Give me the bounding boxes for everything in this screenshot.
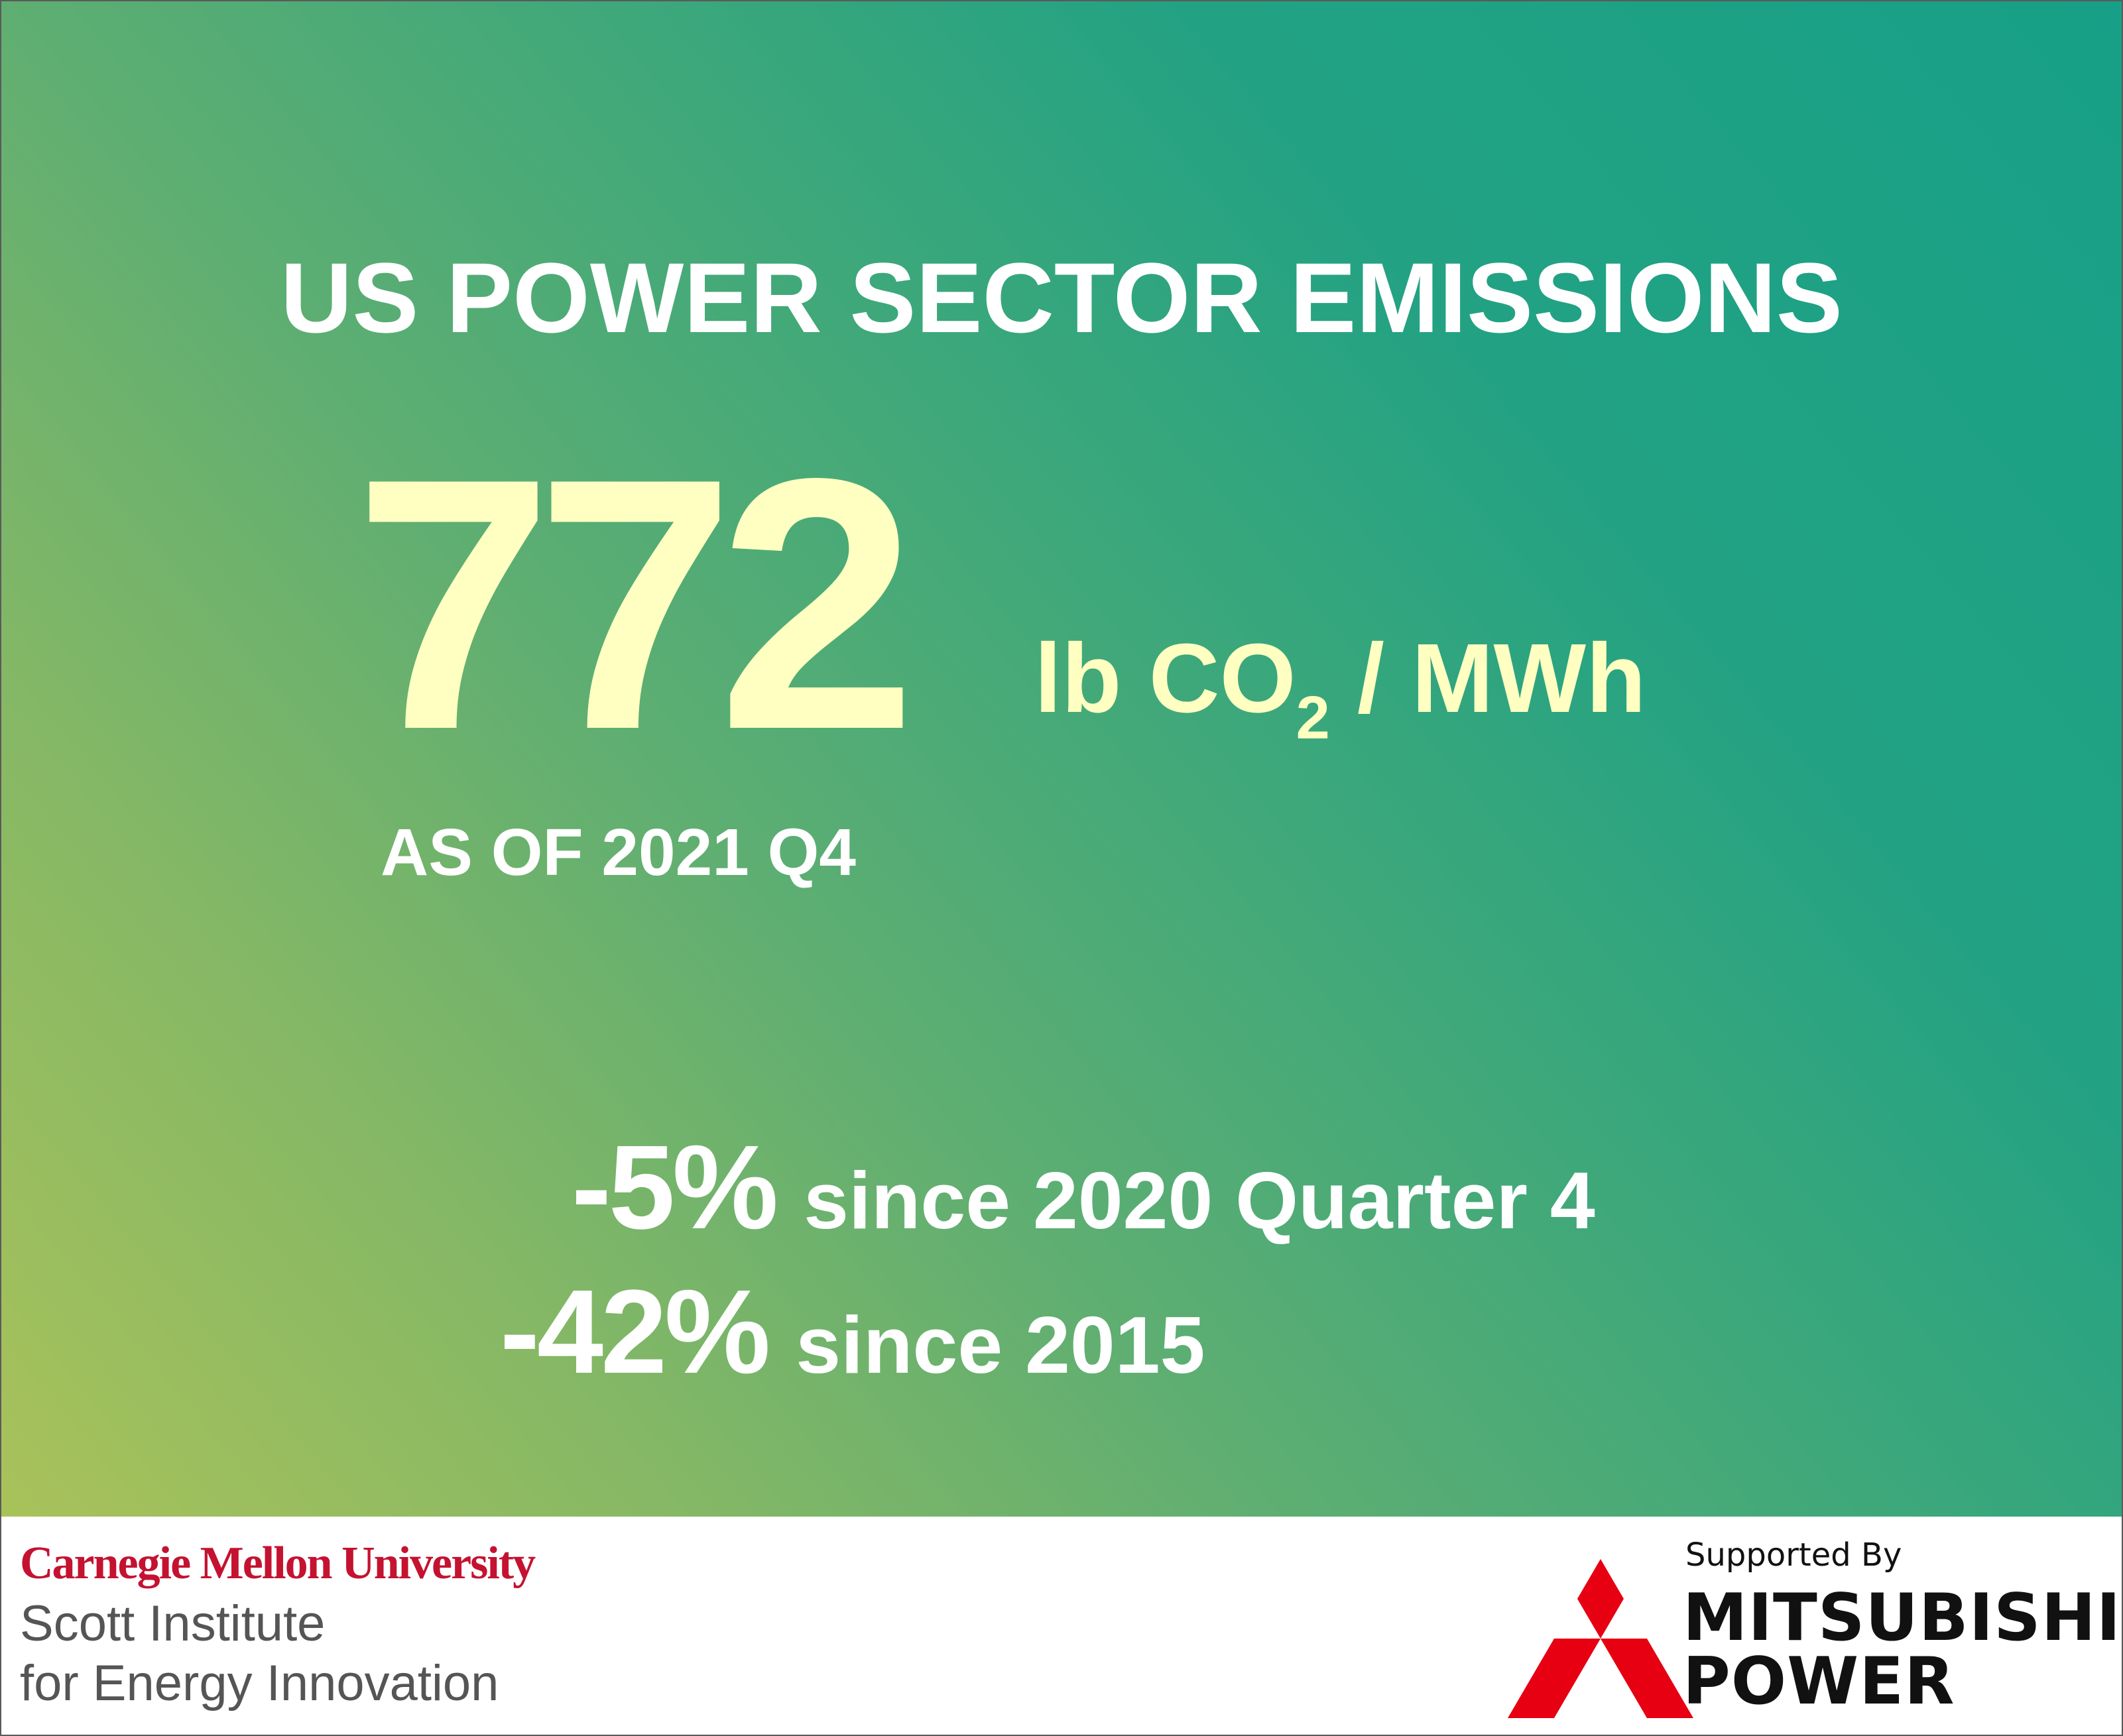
sponsor-name-line2: POWER xyxy=(1683,1644,1955,1719)
cmu-wordmark: Carnegie Mellon University xyxy=(20,1538,536,1589)
unit-prefix: lb CO xyxy=(1034,624,1296,733)
stat-quarterly-change: -5% since 2020 Quarter 4 xyxy=(572,1128,1595,1247)
stat-change-label: since 2020 Quarter 4 xyxy=(804,1155,1595,1245)
emissions-hero-panel: US POWER SECTOR EMISSIONS 772 lb CO2 / M… xyxy=(1,1,2122,1517)
stat-change-value: -5% xyxy=(572,1121,778,1254)
stat-change-value: -42% xyxy=(500,1265,770,1399)
sponsor-name-line1: MITSUBISHI xyxy=(1683,1580,2122,1656)
institute-name-line2: for Energy Innovation xyxy=(20,1655,499,1711)
as-of-date: AS OF 2021 Q4 xyxy=(381,815,856,890)
page-title: US POWER SECTOR EMISSIONS xyxy=(280,242,1843,353)
emissions-value: 772 xyxy=(354,404,917,804)
unit-suffix: / MWh xyxy=(1329,624,1646,733)
unit-subscript: 2 xyxy=(1296,684,1330,752)
stat-since-2015-change: -42% since 2015 xyxy=(500,1273,1205,1392)
supported-by-label: Supported By xyxy=(1685,1536,1902,1574)
three-diamonds-logo-icon xyxy=(1508,1559,1693,1718)
stat-change-label: since 2015 xyxy=(796,1300,1205,1390)
institute-name-line1: Scott Institute xyxy=(20,1595,326,1652)
footer-bar: Carnegie Mellon University Scott Institu… xyxy=(1,1517,2122,1735)
emissions-unit: lb CO2 / MWh xyxy=(1034,630,1646,749)
